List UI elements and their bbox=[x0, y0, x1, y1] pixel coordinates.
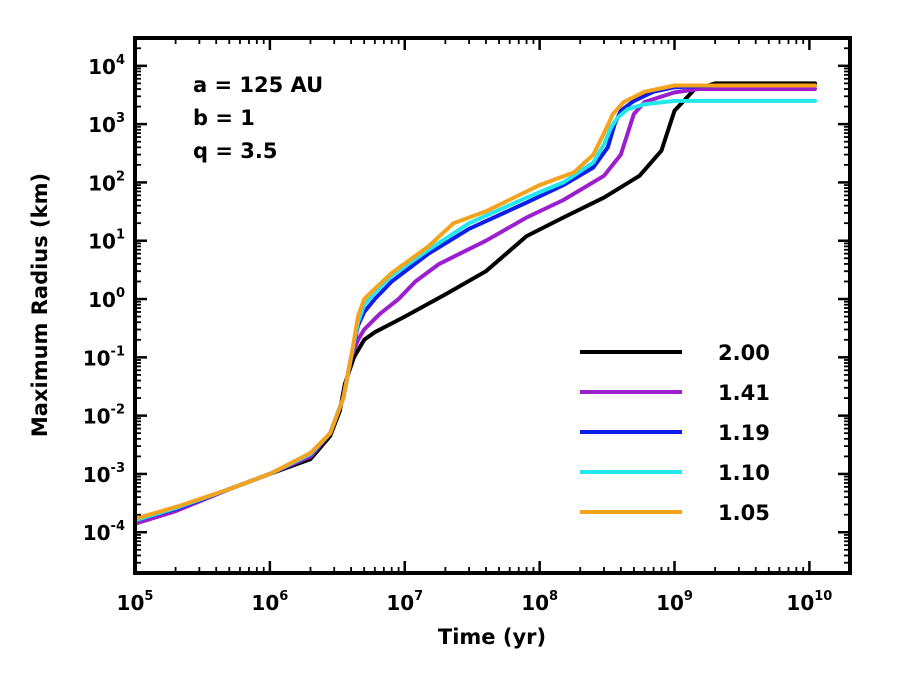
y-tick-label: 103 bbox=[88, 111, 125, 137]
tick-labels: 105 106 107 108 109 1010 10-4 10-3 10-2 10-1 100 10… bbox=[83, 53, 833, 615]
series-line-3 bbox=[133, 98, 817, 523]
x-tick-label: 107 bbox=[386, 589, 423, 615]
annotation-b: b = 1 bbox=[193, 106, 255, 130]
y-tick-label: 101 bbox=[88, 228, 125, 254]
y-tick-label: 104 bbox=[88, 53, 125, 79]
x-tick-label: 1010 bbox=[786, 589, 832, 615]
annotation-q: q = 3.5 bbox=[193, 139, 277, 163]
legend: 2.00 1.41 1.19 1.10 1.05 bbox=[580, 341, 770, 525]
x-tick-label: 105 bbox=[117, 589, 154, 615]
x-tick-label: 106 bbox=[251, 589, 288, 615]
series-line-1 bbox=[133, 87, 817, 526]
x-tick-label: 109 bbox=[656, 589, 693, 615]
legend-label-3: 1.10 bbox=[718, 461, 770, 485]
series-lines bbox=[133, 81, 817, 526]
legend-label-1: 1.41 bbox=[718, 381, 770, 405]
series-line-4 bbox=[133, 83, 817, 521]
y-tick-label: 10-4 bbox=[83, 519, 125, 545]
legend-label-0: 2.00 bbox=[718, 341, 770, 365]
x-axis-label: Time (yr) bbox=[438, 625, 546, 649]
legend-label-2: 1.19 bbox=[718, 421, 770, 445]
y-tick-label: 10-3 bbox=[83, 461, 125, 487]
x-tick-label: 108 bbox=[521, 589, 558, 615]
y-axis-label: Maximum Radius (km) bbox=[28, 173, 52, 437]
legend-label-4: 1.05 bbox=[718, 501, 770, 525]
y-tick-label: 100 bbox=[88, 286, 125, 312]
y-tick-label: 102 bbox=[88, 169, 125, 195]
annotation-a: a = 125 AU bbox=[193, 73, 323, 97]
y-tick-label: 10-2 bbox=[83, 403, 125, 429]
y-tick-label: 10-1 bbox=[83, 344, 125, 370]
plot-frame bbox=[133, 36, 852, 575]
